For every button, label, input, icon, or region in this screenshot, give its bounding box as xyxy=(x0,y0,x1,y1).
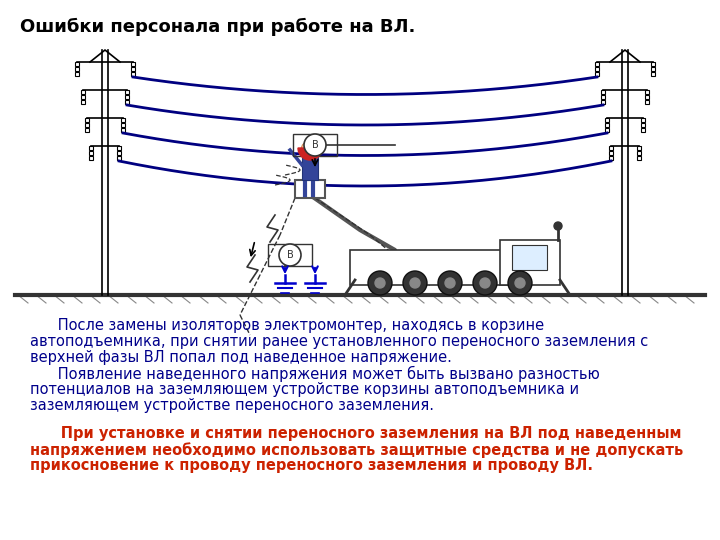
Bar xyxy=(512,245,547,270)
Bar xyxy=(595,62,599,66)
Bar xyxy=(81,100,85,104)
Wedge shape xyxy=(298,148,322,160)
Circle shape xyxy=(279,244,301,266)
Circle shape xyxy=(368,271,392,295)
Bar xyxy=(645,95,649,99)
Text: потенциалов на заземляющем устройстве корзины автоподъемника и: потенциалов на заземляющем устройстве ко… xyxy=(30,382,579,397)
Bar xyxy=(89,146,93,150)
Text: В: В xyxy=(287,250,293,260)
Bar xyxy=(609,146,613,150)
Bar xyxy=(605,123,609,127)
Bar xyxy=(117,151,121,155)
Circle shape xyxy=(480,278,490,288)
Bar xyxy=(641,123,645,127)
Circle shape xyxy=(438,271,462,295)
Circle shape xyxy=(301,141,319,159)
Text: После замены изоляторов электромонтер, находясь в корзине: После замены изоляторов электромонтер, н… xyxy=(30,318,544,333)
Bar xyxy=(302,157,318,180)
Bar xyxy=(645,100,649,104)
Bar xyxy=(125,95,129,99)
Bar xyxy=(637,156,641,160)
Bar xyxy=(637,146,641,150)
Circle shape xyxy=(473,271,497,295)
Bar xyxy=(75,72,79,76)
Bar xyxy=(117,156,121,160)
Bar xyxy=(131,72,135,76)
Bar xyxy=(595,72,599,76)
Text: прикосновение к проводу переносного заземления и проводу ВЛ.: прикосновение к проводу переносного зазе… xyxy=(30,458,593,473)
Bar xyxy=(268,244,312,266)
Bar xyxy=(81,90,85,94)
Text: При установке и снятии переносного заземления на ВЛ под наведенным: При установке и снятии переносного зазем… xyxy=(30,426,682,441)
Bar xyxy=(651,72,655,76)
Bar xyxy=(81,95,85,99)
Bar xyxy=(350,250,530,285)
Bar xyxy=(85,123,89,127)
Circle shape xyxy=(554,222,562,230)
Bar xyxy=(89,151,93,155)
Bar xyxy=(117,146,121,150)
Bar xyxy=(605,118,609,122)
Text: напряжением необходимо использовать защитные средства и не допускать: напряжением необходимо использовать защи… xyxy=(30,442,683,458)
Bar xyxy=(131,62,135,66)
Circle shape xyxy=(410,278,420,288)
Circle shape xyxy=(375,278,385,288)
Bar xyxy=(89,156,93,160)
Text: В: В xyxy=(312,140,318,150)
Bar xyxy=(609,151,613,155)
Bar xyxy=(131,67,135,71)
Bar xyxy=(637,151,641,155)
Bar xyxy=(641,128,645,132)
Bar xyxy=(641,118,645,122)
Circle shape xyxy=(445,278,455,288)
Bar xyxy=(295,180,325,198)
Bar xyxy=(651,67,655,71)
Bar xyxy=(75,67,79,71)
Bar xyxy=(121,123,125,127)
Bar xyxy=(121,118,125,122)
Bar xyxy=(500,240,560,285)
Bar xyxy=(601,90,605,94)
Bar xyxy=(85,128,89,132)
Circle shape xyxy=(515,278,525,288)
Text: автоподъемника, при снятии ранее установленного переносного заземления с: автоподъемника, при снятии ранее установ… xyxy=(30,334,648,349)
Text: верхней фазы ВЛ попал под наведенное напряжение.: верхней фазы ВЛ попал под наведенное нап… xyxy=(30,350,452,365)
Text: Ошибки персонала при работе на ВЛ.: Ошибки персонала при работе на ВЛ. xyxy=(20,18,415,36)
Bar xyxy=(293,134,337,156)
Circle shape xyxy=(508,271,532,295)
Bar xyxy=(651,62,655,66)
Bar xyxy=(601,100,605,104)
Bar xyxy=(645,90,649,94)
Bar xyxy=(601,95,605,99)
Bar xyxy=(595,67,599,71)
Circle shape xyxy=(403,271,427,295)
Text: заземляющем устройстве переносного заземления.: заземляющем устройстве переносного зазем… xyxy=(30,398,434,413)
Text: Появление наведенного напряжения может быть вызвано разностью: Появление наведенного напряжения может б… xyxy=(30,366,600,382)
Bar xyxy=(121,128,125,132)
Bar xyxy=(605,128,609,132)
Bar xyxy=(125,100,129,104)
Bar xyxy=(609,156,613,160)
Bar xyxy=(75,62,79,66)
Circle shape xyxy=(304,134,326,156)
Bar xyxy=(85,118,89,122)
Bar xyxy=(125,90,129,94)
